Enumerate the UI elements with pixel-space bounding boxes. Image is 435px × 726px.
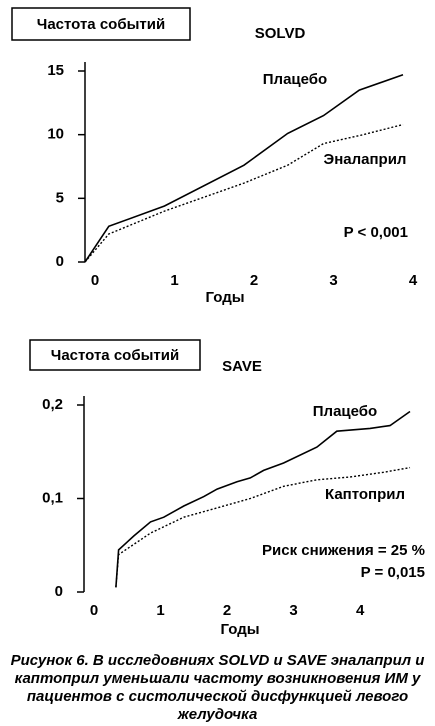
annotation: Риск снижения = 25 % (262, 542, 425, 559)
y-tick-label: 5 (56, 189, 64, 206)
y-tick-label: 0,1 (42, 489, 63, 506)
y-tick-label: 0 (55, 583, 63, 600)
x-tick-label: 3 (329, 272, 337, 289)
y-axis-label: Частота событий (37, 16, 165, 33)
annotation: P < 0,001 (344, 224, 408, 241)
ylabel-box (29, 339, 201, 371)
annotation: P = 0,015 (361, 564, 425, 581)
x-tick-label: 2 (250, 272, 258, 289)
series-label: Эналаприл (324, 151, 407, 168)
x-tick-label: 4 (356, 602, 365, 619)
x-axis-label: Годы (205, 289, 244, 306)
x-tick-label: 1 (170, 272, 178, 289)
x-tick-label: 1 (156, 602, 164, 619)
y-tick-label: 0,2 (42, 396, 63, 413)
series-label: Каптоприл (325, 486, 405, 503)
x-tick-label: 3 (289, 602, 297, 619)
y-tick-label: 10 (47, 126, 64, 143)
y-tick-label: 15 (47, 62, 64, 79)
x-tick-label: 2 (223, 602, 231, 619)
y-tick-label: 0 (56, 253, 64, 270)
series-label: Плацебо (313, 403, 377, 420)
series-line (84, 74, 404, 263)
series-line (115, 466, 411, 588)
x-tick-label: 4 (409, 272, 418, 289)
chart-title: SAVE (222, 358, 262, 375)
ylabel-box (11, 7, 191, 41)
x-axis-label: Годы (220, 621, 259, 638)
figure-caption: Рисунок 6. В исследовниях SOLVD и SAVE э… (10, 652, 425, 723)
chart-title: SOLVD (255, 25, 306, 42)
x-tick-label: 0 (90, 602, 98, 619)
series-line (115, 410, 411, 588)
x-tick-label: 0 (91, 272, 99, 289)
series-line (84, 123, 404, 263)
series-label: Плацебо (263, 71, 327, 88)
y-axis-label: Частота событий (51, 347, 179, 364)
